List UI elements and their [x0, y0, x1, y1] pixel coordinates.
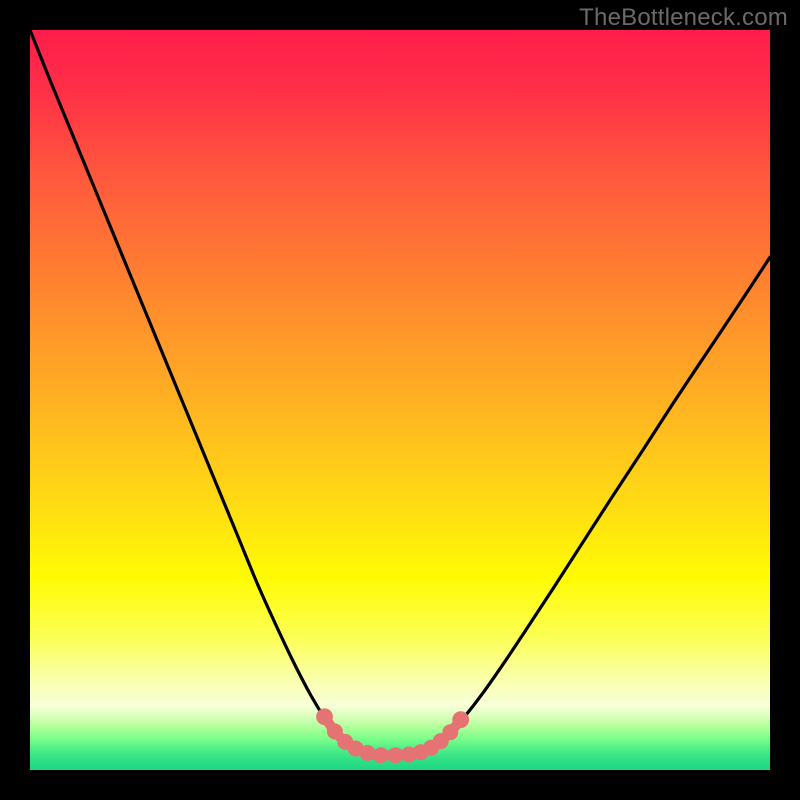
- floor-marker-dot: [452, 711, 469, 728]
- floor-marker-group: [316, 708, 469, 763]
- floor-marker-dot: [442, 724, 458, 740]
- floor-marker-dot: [359, 745, 375, 761]
- floor-marker-dot: [316, 708, 333, 725]
- floor-marker-dot: [373, 747, 389, 763]
- watermark-text: TheBottleneck.com: [579, 4, 788, 32]
- curve-layer: [0, 0, 800, 800]
- v-curve: [30, 30, 770, 755]
- bottleneck-chart: TheBottleneck.com: [0, 0, 800, 800]
